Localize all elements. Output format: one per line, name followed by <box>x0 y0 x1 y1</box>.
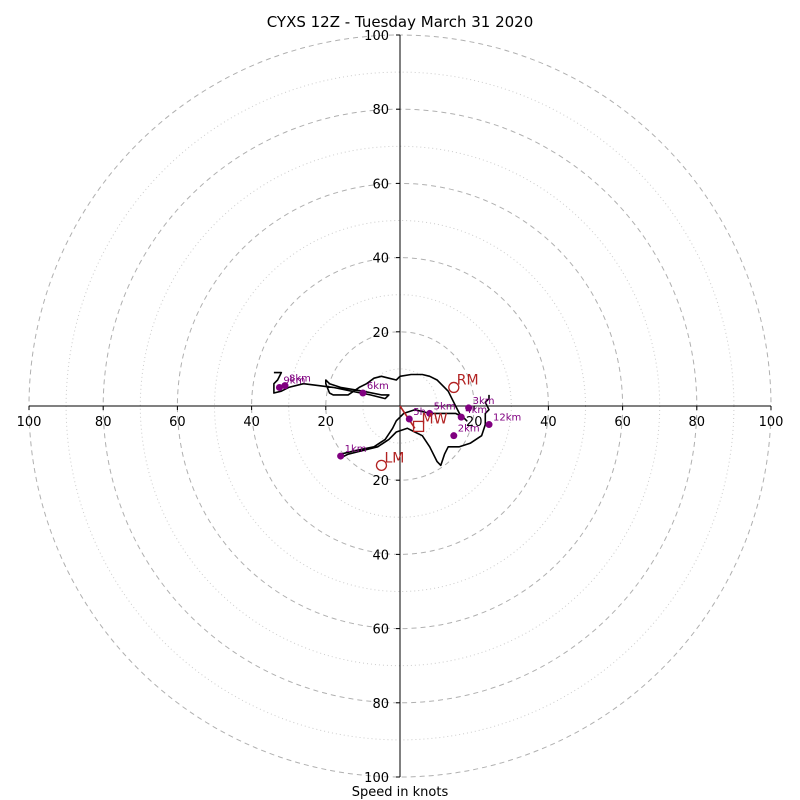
height-point-1km <box>337 452 345 460</box>
height-label-3km: 3km <box>473 396 495 407</box>
mean-wind-marker <box>412 420 425 433</box>
height-point-12km <box>485 421 493 429</box>
height-point-5h <box>405 415 413 423</box>
x-tick-label: 100 <box>17 415 42 430</box>
hodograph-trace <box>273 371 490 467</box>
motion-label-RM: RM <box>457 372 479 388</box>
y-tick-label: 60 <box>372 177 389 192</box>
tick-labels: 100 80 60 40 20 20 40 60 80 100 100 80 60 40 20 20 40 60 8… <box>17 29 784 786</box>
x-tick-label: 80 <box>689 415 706 430</box>
height-point-6km <box>359 389 367 397</box>
height-point-4km <box>457 413 465 421</box>
height-point-8km <box>281 382 289 390</box>
height-point-2km <box>450 432 458 440</box>
x-tick-label: 60 <box>169 415 186 430</box>
height-label-8km: 8km <box>289 374 311 385</box>
x-tick-label: 100 <box>759 415 784 430</box>
x-axis-label: Speed in knots <box>352 785 449 800</box>
height-point-9km <box>275 383 283 391</box>
height-point-5km <box>426 409 434 417</box>
height-label-1km: 1km <box>345 444 367 455</box>
y-tick-label: 20 <box>372 326 389 341</box>
x-tick-label: 60 <box>614 415 631 430</box>
height-point-3km <box>465 404 473 412</box>
right-mover-marker <box>448 381 460 394</box>
height-label-2km: 2km <box>458 424 480 435</box>
y-tick-label: 80 <box>372 697 389 712</box>
x-tick-label: 80 <box>95 415 112 430</box>
height-label-12km: 12km <box>493 413 521 424</box>
x-tick-label: 20 <box>318 415 335 430</box>
y-tick-label: 100 <box>364 771 389 786</box>
height-label-4km: 4km <box>465 405 487 416</box>
y-tick-label: 40 <box>372 252 389 267</box>
x-tick-label: 20 <box>466 415 483 430</box>
motion-label-LM: LM <box>384 450 404 466</box>
y-tick-label: 100 <box>364 29 389 44</box>
left-mover-marker <box>375 459 388 472</box>
storm-motion-markers: RM LM MW <box>375 372 479 472</box>
y-tick-label: 60 <box>372 623 389 638</box>
height-label-5h: 5h <box>413 407 426 418</box>
chart-title: CYXS 12Z - Tuesday March 31 2020 <box>267 13 534 31</box>
height-label-6km: 6km <box>367 381 389 392</box>
x-tick-label: 40 <box>540 415 557 430</box>
motion-label-MW: MW <box>422 411 448 427</box>
y-tick-label: 80 <box>372 103 389 118</box>
x-tick-label: 40 <box>243 415 260 430</box>
height-label-5km: 5km <box>434 401 456 412</box>
y-tick-label: 20 <box>372 474 389 489</box>
height-label-9km: 9km <box>283 375 305 386</box>
y-tick-label: 40 <box>372 548 389 563</box>
